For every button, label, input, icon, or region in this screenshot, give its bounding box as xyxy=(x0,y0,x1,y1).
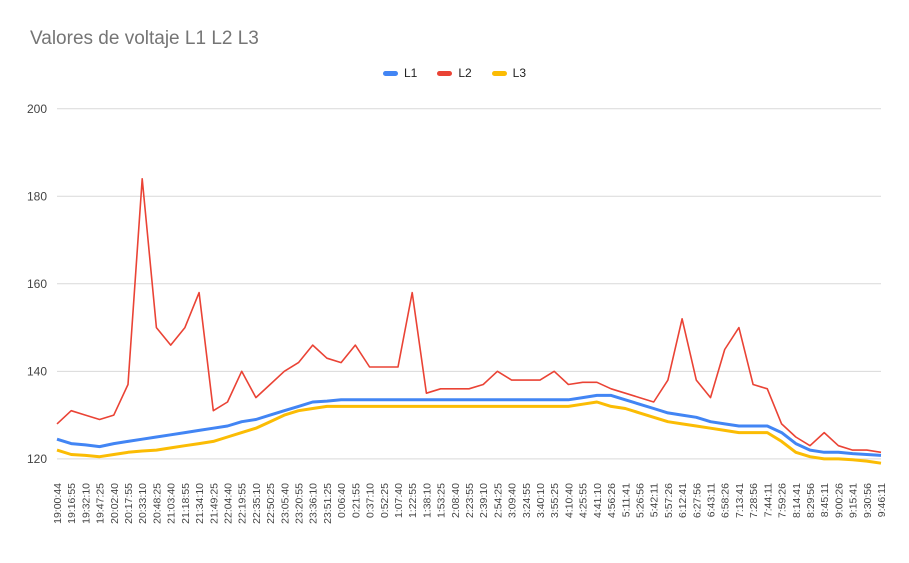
x-tick-label: 7:13:41 xyxy=(734,483,746,518)
x-tick-label: 20:33:10 xyxy=(137,483,149,524)
x-tick-label: 1:07:40 xyxy=(393,483,405,518)
x-tick-label: 8:45:11 xyxy=(819,483,831,517)
x-tick-label: 19:16:55 xyxy=(66,483,78,524)
x-tick-label: 9:00:26 xyxy=(833,483,845,518)
x-tick-label: 4:25:55 xyxy=(578,483,590,518)
y-tick-label: 180 xyxy=(27,189,47,203)
x-tick-label: 21:03:40 xyxy=(166,483,178,524)
x-tick-label: 3:55:25 xyxy=(549,483,561,518)
x-tick-label: 19:00:44 xyxy=(52,483,64,524)
x-tick-label: 0:37:10 xyxy=(365,483,377,518)
y-axis-ticks: 120 140 160 180 200 xyxy=(27,102,47,466)
x-tick-label: 1:22:55 xyxy=(407,483,419,518)
x-tick-label: 7:59:26 xyxy=(777,483,789,518)
x-tick-label: 21:49:25 xyxy=(208,483,220,524)
x-tick-label: 2:08:40 xyxy=(450,483,462,518)
x-tick-label: 23:51:25 xyxy=(322,483,334,524)
legend-swatch-l3 xyxy=(491,70,507,76)
x-tick-label: 19:47:25 xyxy=(95,483,107,524)
x-tick-label: 9:30:56 xyxy=(862,483,874,518)
legend-label-l3: L3 xyxy=(512,66,527,80)
x-tick-label: 8:29:56 xyxy=(805,483,817,518)
series-line-l1 xyxy=(56,393,882,457)
x-tick-label: 6:43:11 xyxy=(706,483,718,517)
x-tick-label: 6:12:41 xyxy=(677,483,689,518)
x-tick-label: 20:02:40 xyxy=(109,483,121,524)
chart-title: Valores de voltaje L1 L2 L3 xyxy=(30,28,259,49)
x-tick-label: 9:46:11 xyxy=(876,483,888,517)
legend-swatch-l1 xyxy=(382,70,398,76)
x-axis-ticks: 19:00:44 19:16:55 19:32:10 19:47:25 20:02:40… xyxy=(52,483,888,524)
gridlines xyxy=(57,108,881,460)
x-tick-label: 0:52:25 xyxy=(379,483,391,518)
x-tick-label: 0:06:40 xyxy=(336,483,348,518)
legend-item-l2[interactable]: L2 xyxy=(437,66,472,80)
x-tick-label: 7:28:56 xyxy=(748,483,760,518)
y-tick-label: 120 xyxy=(27,452,47,466)
legend: L1 L2 L3 xyxy=(0,66,909,80)
x-tick-label: 8:14:41 xyxy=(791,483,803,518)
x-tick-label: 22:19:55 xyxy=(237,483,249,524)
x-tick-label: 20:48:25 xyxy=(151,483,163,524)
x-tick-label: 19:32:10 xyxy=(80,483,92,524)
series-lines xyxy=(56,178,882,465)
x-tick-label: 21:18:55 xyxy=(180,483,192,524)
x-tick-label: 6:27:56 xyxy=(691,483,703,518)
x-tick-label: 22:50:25 xyxy=(265,483,277,524)
legend-label-l2: L2 xyxy=(458,66,472,80)
x-tick-label: 0:21:55 xyxy=(350,483,362,518)
x-tick-label: 1:53:25 xyxy=(436,483,448,518)
x-tick-label: 1:38:10 xyxy=(421,483,433,518)
y-tick-label: 200 xyxy=(27,102,47,116)
series-line-l2 xyxy=(56,178,882,454)
legend-swatch-l2 xyxy=(437,70,453,76)
x-tick-label: 5:11:41 xyxy=(620,483,632,517)
x-tick-label: 5:57:26 xyxy=(663,483,675,518)
x-tick-label: 7:44:11 xyxy=(762,483,774,517)
legend-item-l3[interactable]: L3 xyxy=(491,66,527,80)
x-tick-label: 5:26:56 xyxy=(635,483,647,518)
x-tick-label: 2:54:25 xyxy=(492,483,504,518)
x-tick-label: 9:15:41 xyxy=(848,483,860,518)
legend-item-l1[interactable]: L1 xyxy=(382,66,418,80)
x-tick-label: 21:34:10 xyxy=(194,483,206,524)
legend-label-l1: L1 xyxy=(403,66,418,80)
x-tick-label: 23:05:40 xyxy=(279,483,291,524)
x-tick-label: 4:41:10 xyxy=(592,483,604,518)
x-tick-label: 4:10:40 xyxy=(563,483,575,518)
y-tick-label: 160 xyxy=(27,277,47,291)
y-tick-label: 140 xyxy=(27,364,47,378)
x-tick-label: 2:39:10 xyxy=(478,483,490,518)
x-tick-label: 2:23:55 xyxy=(464,483,476,518)
x-tick-label: 3:40:10 xyxy=(535,483,547,518)
x-tick-label: 4:56:26 xyxy=(606,483,618,518)
x-tick-label: 20:17:55 xyxy=(123,483,135,524)
x-tick-label: 6:58:26 xyxy=(720,483,732,518)
x-tick-label: 3:09:40 xyxy=(507,483,519,518)
series-line-l3 xyxy=(56,400,882,465)
x-tick-label: 22:04:40 xyxy=(223,483,235,524)
x-tick-label: 3:24:55 xyxy=(521,483,533,518)
x-tick-label: 23:36:10 xyxy=(308,483,320,524)
x-tick-label: 22:35:10 xyxy=(251,483,263,524)
x-tick-label: 23:20:55 xyxy=(294,483,306,524)
x-tick-label: 5:42:11 xyxy=(649,483,661,517)
